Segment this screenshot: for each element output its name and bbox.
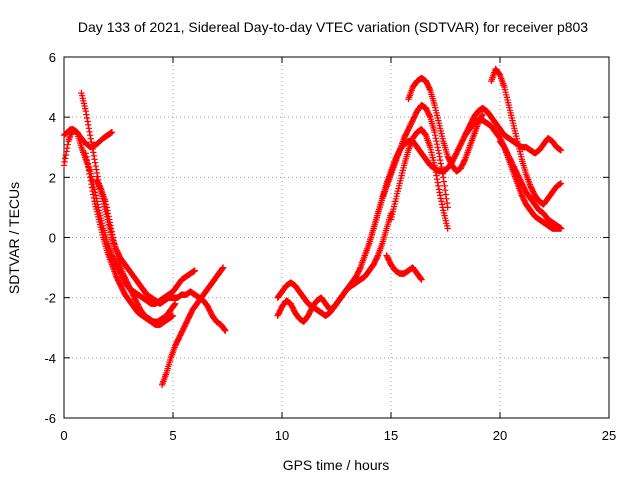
data-point	[93, 166, 100, 173]
y-tick-label: 2	[49, 170, 56, 185]
data-point	[87, 132, 94, 139]
data-point	[62, 155, 69, 162]
data-point	[86, 170, 93, 178]
data-point	[84, 160, 91, 167]
data-point	[85, 125, 93, 132]
series-arc-15	[496, 138, 565, 232]
data-point	[87, 174, 94, 181]
data-point	[478, 112, 486, 119]
data-point	[83, 114, 91, 122]
data-point	[84, 118, 91, 125]
data-point	[106, 216, 113, 223]
x-tick-label: 15	[384, 428, 398, 443]
x-tick-label: 5	[169, 428, 176, 443]
data-point	[441, 182, 448, 190]
data-point	[97, 184, 104, 192]
series-arc-6	[158, 264, 227, 389]
data-point	[169, 312, 177, 319]
data-point	[436, 189, 443, 196]
data-point	[437, 160, 444, 167]
data-point	[557, 147, 565, 154]
x-tick-label: 20	[493, 428, 507, 443]
data-marks	[60, 65, 565, 389]
data-point	[435, 182, 442, 190]
data-point	[89, 145, 96, 153]
data-point	[172, 300, 179, 307]
y-tick-label: 6	[49, 50, 56, 65]
data-point	[88, 142, 96, 149]
data-point	[88, 184, 96, 191]
data-point	[436, 153, 443, 160]
data-point	[222, 327, 229, 334]
y-tick-label: 4	[49, 110, 56, 125]
data-point	[108, 129, 116, 136]
series-arc-2	[60, 126, 116, 151]
data-point	[64, 141, 71, 148]
data-point	[435, 147, 442, 154]
y-tick-label: 0	[49, 231, 56, 246]
data-point	[433, 141, 441, 148]
series-arc-13	[387, 126, 451, 232]
y-axis-label: SDTVAR / TECUs	[6, 182, 22, 294]
data-point	[438, 201, 446, 208]
x-tick-label: 0	[60, 428, 67, 443]
data-point	[557, 225, 565, 232]
data-point	[440, 178, 448, 185]
y-tick-label: -6	[44, 411, 56, 426]
data-point	[103, 204, 110, 211]
data-point	[443, 199, 451, 207]
series-arc-12	[488, 65, 565, 208]
data-point	[86, 128, 93, 135]
y-tick-label: -4	[44, 351, 56, 366]
y-tick-label: -2	[44, 291, 56, 306]
data-point	[83, 156, 91, 164]
data-point	[433, 175, 441, 183]
data-point	[479, 111, 486, 118]
data-point	[432, 135, 439, 142]
data-point	[89, 187, 96, 195]
data-point	[443, 195, 450, 202]
data-point	[557, 180, 565, 187]
data-point	[105, 213, 112, 220]
data-point	[432, 169, 439, 176]
series-arc-14	[383, 252, 425, 283]
series-arc-5	[93, 177, 179, 325]
series-arc-8	[274, 210, 395, 319]
x-tick-label: 10	[275, 428, 289, 443]
data-point	[219, 264, 227, 271]
series-arc-10	[405, 74, 486, 175]
data-point	[444, 225, 451, 232]
data-point	[418, 276, 425, 283]
grid-lines	[64, 57, 609, 418]
data-point	[102, 201, 110, 208]
series-arc-1	[60, 126, 198, 307]
x-tick-label: 25	[602, 428, 616, 443]
data-point	[191, 267, 198, 274]
data-point	[90, 152, 98, 159]
chart-title: Day 133 of 2021, Sidereal Day-to-day VTE…	[78, 19, 588, 35]
data-point	[91, 159, 99, 166]
axis-ticks: 0 5 10 15 20 25 -6 -4 -2 0 2 4 6	[44, 50, 616, 443]
plot-frame	[63, 56, 610, 419]
data-point	[437, 195, 444, 202]
data-point	[108, 228, 115, 235]
x-axis-label: GPS time / hours	[283, 457, 390, 473]
